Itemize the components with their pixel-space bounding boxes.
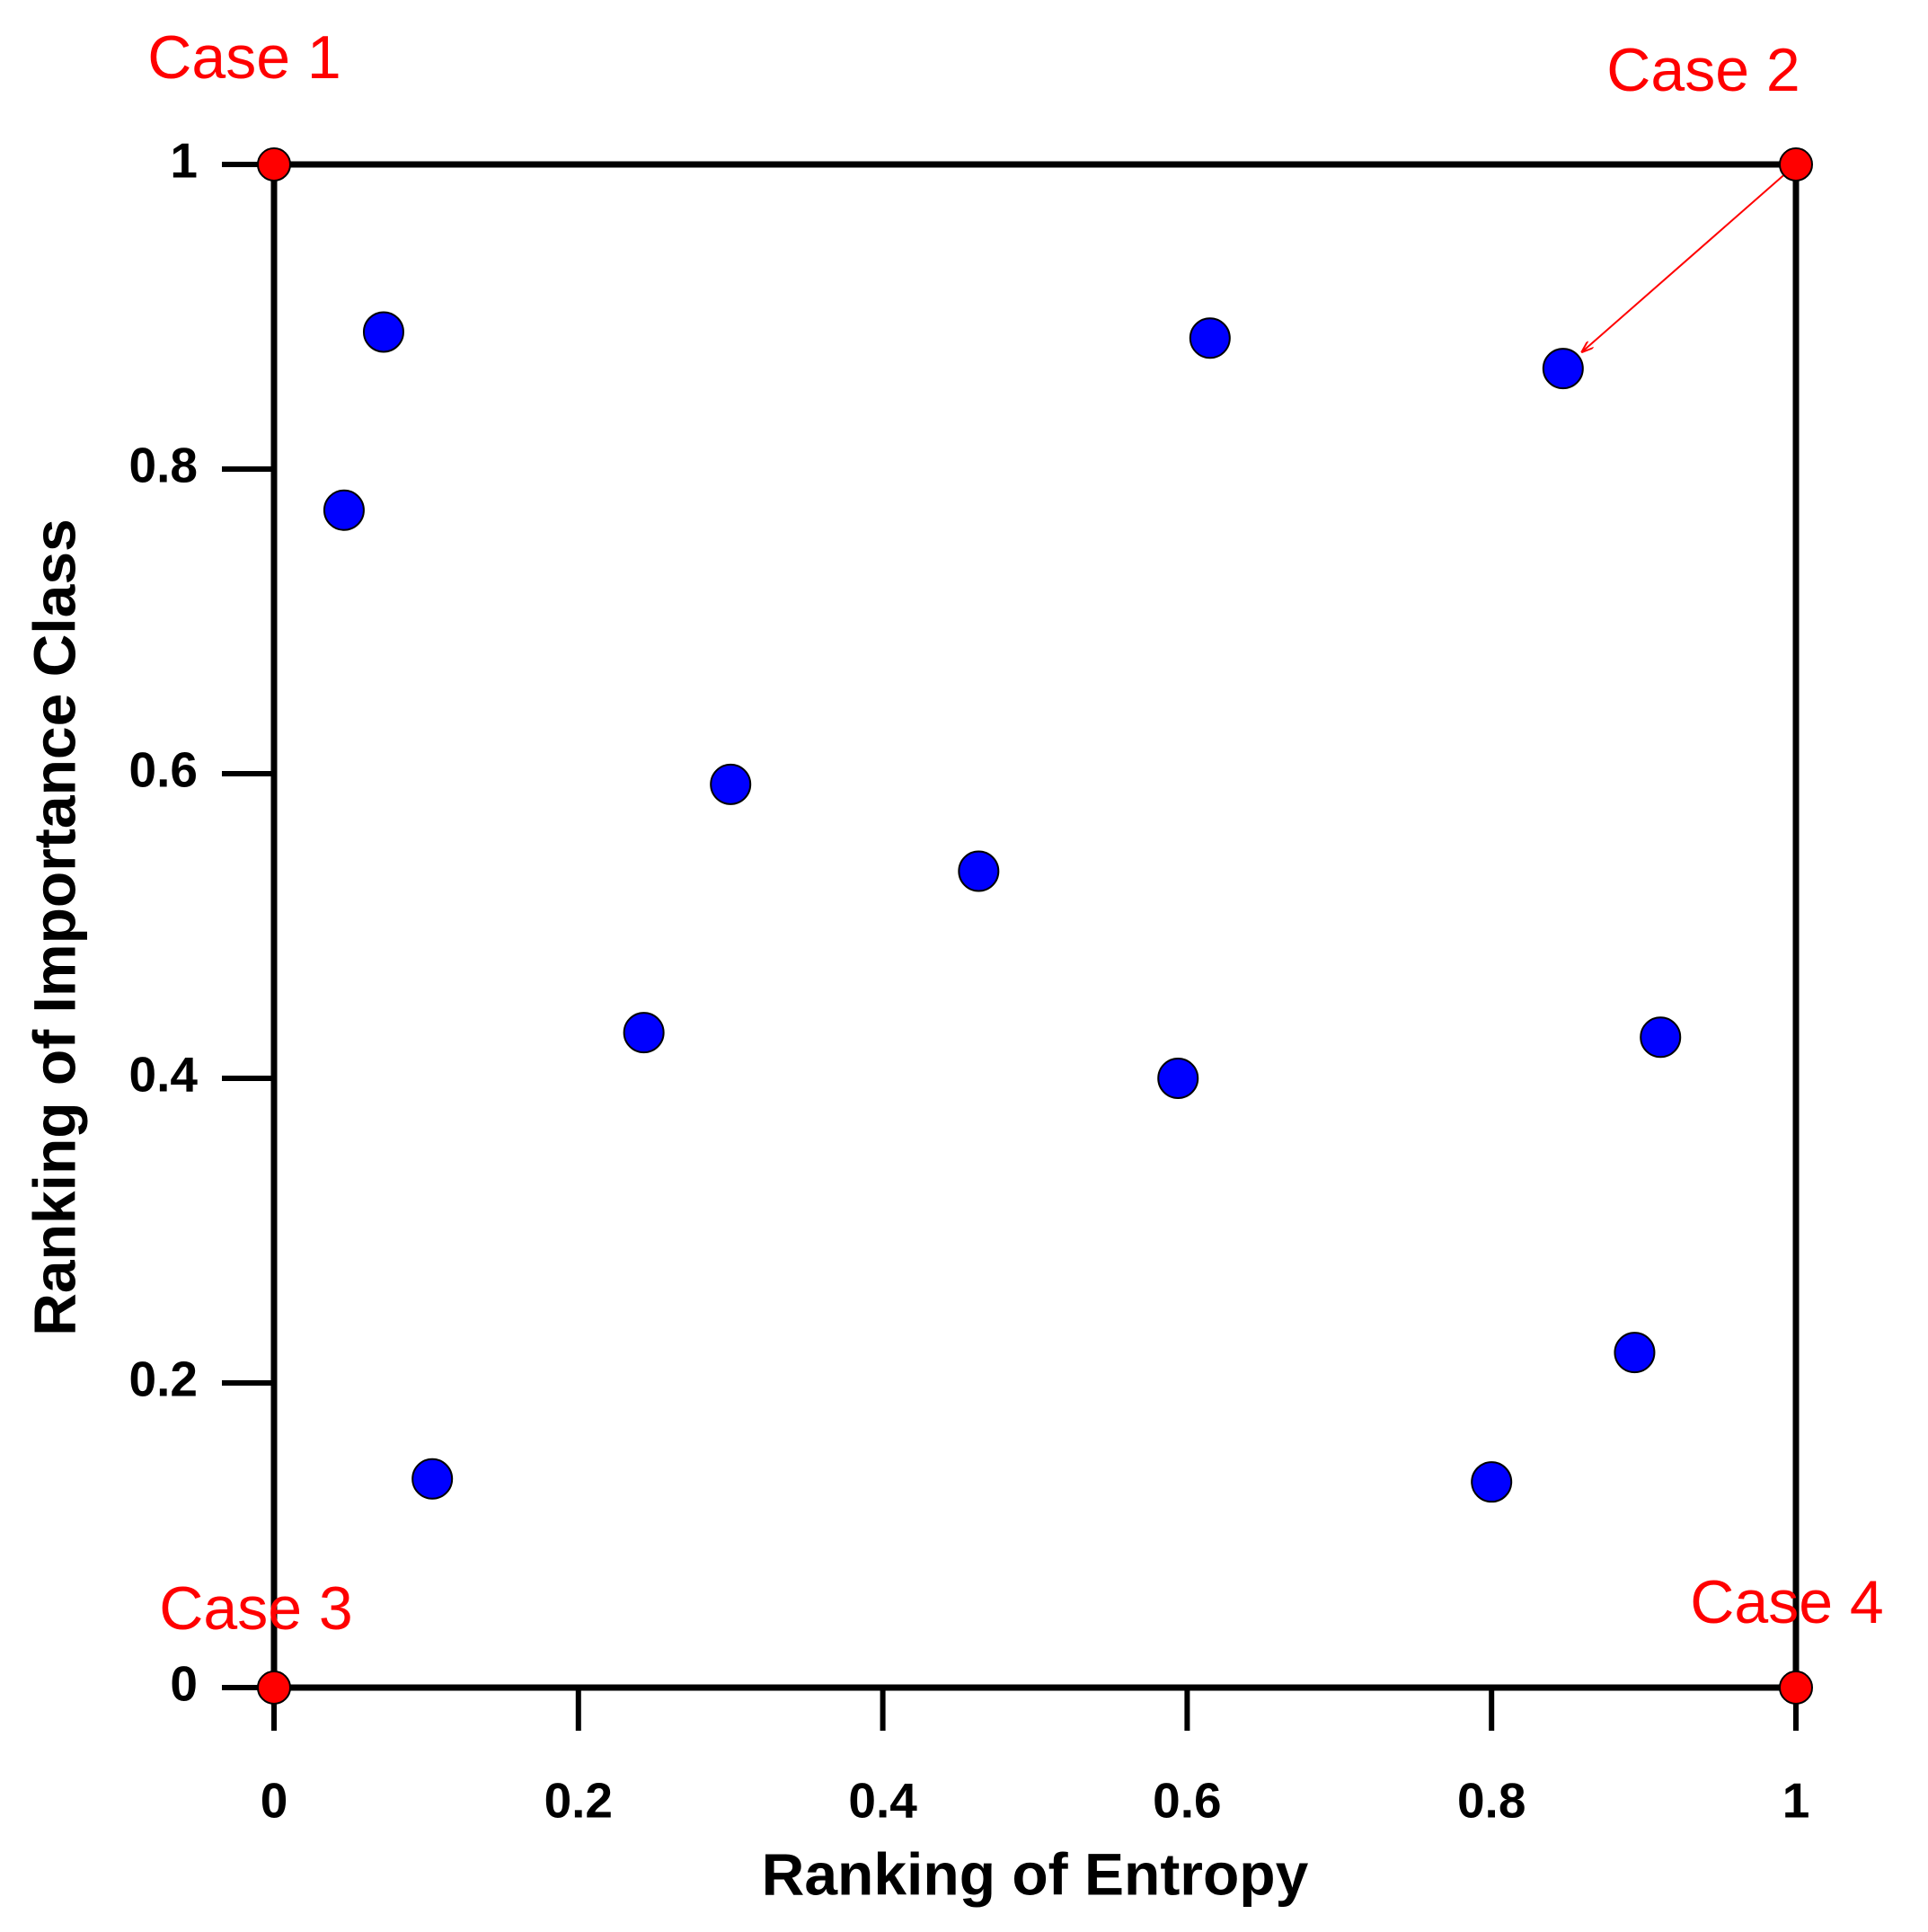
case-label: Case 4	[1690, 1568, 1883, 1636]
y-tick-label: 0.2	[129, 1352, 198, 1407]
point	[362, 311, 404, 353]
plot-frame	[270, 161, 1800, 1691]
point	[1640, 1016, 1682, 1059]
x-tick-label: 0.4	[848, 1773, 917, 1829]
case-label: Case 2	[1606, 36, 1800, 104]
point	[1157, 1058, 1199, 1099]
x-tick-label: 0.8	[1457, 1773, 1526, 1829]
y-tick-label: 1	[170, 133, 198, 189]
x-tick-label: 0	[261, 1773, 288, 1829]
point	[1542, 348, 1584, 390]
y-tick-label: 0.8	[129, 438, 198, 493]
point	[257, 147, 291, 182]
point	[1779, 147, 1813, 182]
case-label: Case 3	[159, 1574, 352, 1643]
annotation-arrow	[1582, 164, 1797, 352]
point	[958, 850, 1000, 892]
point	[411, 1458, 454, 1500]
x-tick-label: 0.6	[1153, 1773, 1221, 1829]
x-tick-label: 1	[1782, 1773, 1810, 1829]
x-axis-label: Ranking of Entropy	[762, 1840, 1309, 1907]
point	[1614, 1332, 1656, 1374]
point	[1471, 1461, 1513, 1503]
y-tick-label: 0.6	[129, 742, 198, 798]
point	[710, 763, 752, 805]
x-tick-label: 0.2	[544, 1773, 613, 1829]
point	[257, 1671, 291, 1705]
point	[1189, 317, 1231, 359]
y-tick-label: 0.4	[129, 1047, 199, 1103]
point	[623, 1012, 665, 1054]
point	[323, 489, 365, 531]
case-label: Case 1	[147, 23, 340, 92]
y-tick-label: 0	[170, 1656, 198, 1712]
point	[1779, 1671, 1813, 1705]
y-axis-label: Ranking of Importance Class	[21, 518, 87, 1336]
